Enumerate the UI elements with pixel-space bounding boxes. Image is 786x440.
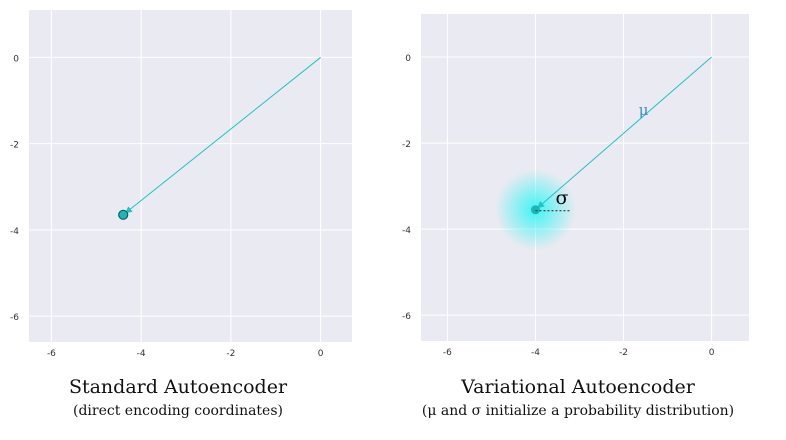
gridlines [29,10,352,342]
y-tick-label: -6 [10,313,19,323]
mean-point [530,205,540,215]
gridlines [421,14,749,341]
y-axis-ticks: 0 -2 -4 -6 [10,54,19,323]
y-tick-label: -2 [402,140,411,150]
x-tick-label: 0 [318,349,324,359]
left-caption-subtitle: (direct encoding coordinates) [73,403,283,419]
x-tick-label: -4 [531,348,540,358]
encoding-vector [125,57,321,214]
x-axis-ticks: -6 -4 -2 0 [47,349,324,359]
y-tick-label: -4 [402,226,411,236]
y-tick-label: -4 [10,227,19,237]
x-tick-label: 0 [709,348,715,358]
mu-label: μ [639,101,649,119]
x-axis-ticks: -6 -4 -2 0 [443,348,715,358]
y-axis-ticks: 0 -2 -4 -6 [402,54,411,322]
plot-area [421,14,749,341]
x-tick-label: -2 [226,349,235,359]
right-caption-title: Variational Autoencoder [460,376,696,398]
x-tick-label: -4 [137,349,146,359]
variational-autoencoder-chart: -6 -4 -2 0 0 -2 -4 -6 μ σ [402,14,749,358]
y-tick-label: -2 [10,141,19,151]
mean-vector [537,56,712,209]
y-tick-label: 0 [405,54,411,64]
encoding-point [118,209,129,220]
y-tick-label: -6 [402,312,411,322]
plot-area [29,10,352,342]
x-tick-label: -2 [619,348,628,358]
x-tick-label: -6 [443,348,452,358]
standard-autoencoder-chart: -6 -4 -2 0 0 -2 -4 -6 [10,10,352,359]
x-tick-label: -6 [47,349,56,359]
left-caption-title: Standard Autoencoder [69,376,288,398]
y-tick-label: 0 [13,54,19,64]
sigma-label: σ [555,187,568,209]
right-caption-subtitle: (μ and σ initialize a probability distri… [422,403,734,419]
